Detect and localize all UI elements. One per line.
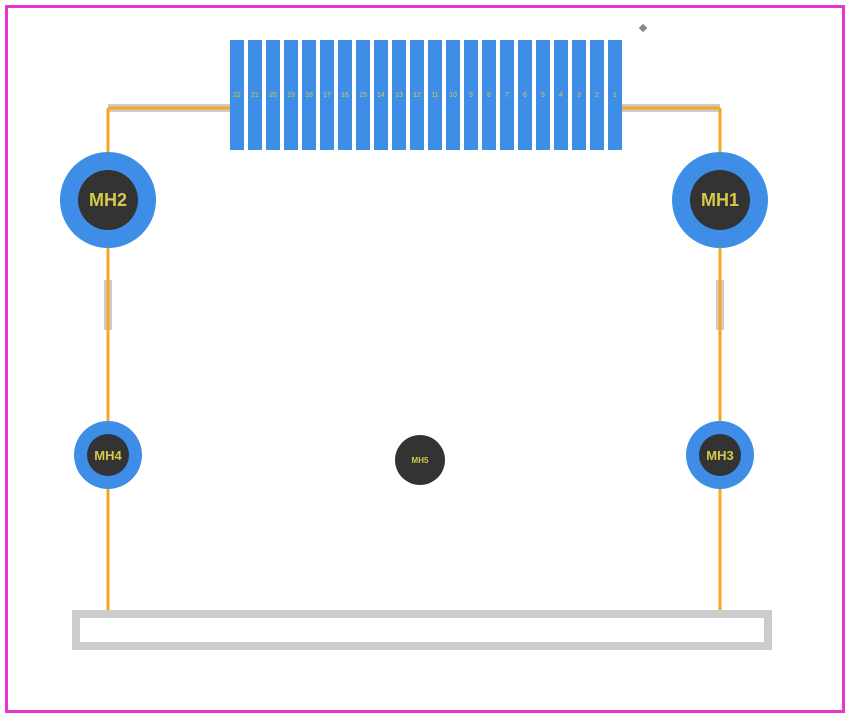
bottom-rectangle xyxy=(72,610,772,650)
pin-label-16: 16 xyxy=(341,92,349,99)
pin-22: 22 xyxy=(230,40,244,150)
pin-label-21: 21 xyxy=(251,92,259,99)
pin-8: 8 xyxy=(482,40,496,150)
pin-3: 3 xyxy=(572,40,586,150)
pin-label-5: 5 xyxy=(541,92,545,99)
mh2-inner: MH2 xyxy=(78,170,138,230)
mh4-inner: MH4 xyxy=(87,434,129,476)
pin-label-14: 14 xyxy=(377,92,385,99)
pin-label-4: 4 xyxy=(559,92,563,99)
pin-13: 13 xyxy=(392,40,406,150)
pin-7: 7 xyxy=(500,40,514,150)
pin-15: 15 xyxy=(356,40,370,150)
pin-21: 21 xyxy=(248,40,262,150)
outer-border xyxy=(5,5,845,713)
pin-17: 17 xyxy=(320,40,334,150)
pin-label-19: 19 xyxy=(287,92,295,99)
pin-19: 19 xyxy=(284,40,298,150)
pin-label-12: 12 xyxy=(413,92,421,99)
mh2-label: MH2 xyxy=(89,190,127,211)
pin-6: 6 xyxy=(518,40,532,150)
pin-1: 1 xyxy=(608,40,622,150)
pin-9: 9 xyxy=(464,40,478,150)
pin-16: 16 xyxy=(338,40,352,150)
pin-label-22: 22 xyxy=(233,92,241,99)
pin-18: 18 xyxy=(302,40,316,150)
pin-label-10: 10 xyxy=(449,92,457,99)
mh3-label: MH3 xyxy=(706,448,733,463)
mh4-label: MH4 xyxy=(94,448,121,463)
pin-label-6: 6 xyxy=(523,92,527,99)
pin-2: 2 xyxy=(590,40,604,150)
pin-label-8: 8 xyxy=(487,92,491,99)
pin-label-13: 13 xyxy=(395,92,403,99)
pin-11: 11 xyxy=(428,40,442,150)
pin-20: 20 xyxy=(266,40,280,150)
pin-5: 5 xyxy=(536,40,550,150)
pin-label-7: 7 xyxy=(505,92,509,99)
pin-label-15: 15 xyxy=(359,92,367,99)
mh5-label: MH5 xyxy=(412,456,429,465)
pin-14: 14 xyxy=(374,40,388,150)
pin-label-2: 2 xyxy=(595,92,599,99)
pin-label-18: 18 xyxy=(305,92,313,99)
pin-label-3: 3 xyxy=(577,92,581,99)
mh1-label: MH1 xyxy=(701,190,739,211)
pin-label-11: 11 xyxy=(431,92,438,99)
mh1-inner: MH1 xyxy=(690,170,750,230)
mh3-inner: MH3 xyxy=(699,434,741,476)
pin-12: 12 xyxy=(410,40,424,150)
pin-label-9: 9 xyxy=(469,92,473,99)
pin-label-20: 20 xyxy=(269,92,277,99)
pin-label-1: 1 xyxy=(613,92,617,99)
mh5-hole: MH5 xyxy=(395,435,445,485)
pin-label-17: 17 xyxy=(323,92,331,99)
pin-4: 4 xyxy=(554,40,568,150)
pin-10: 10 xyxy=(446,40,460,150)
